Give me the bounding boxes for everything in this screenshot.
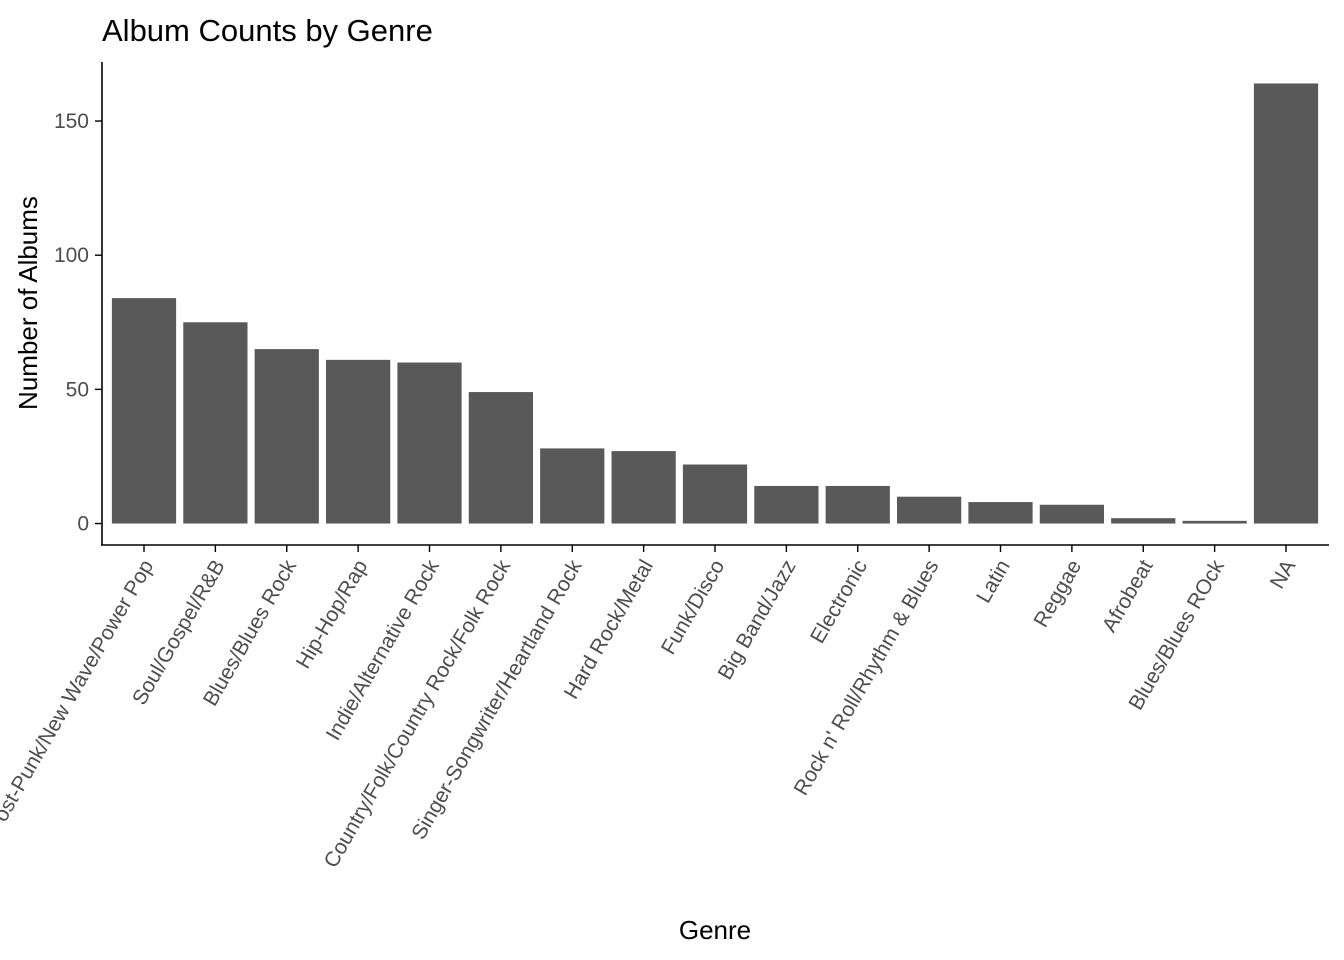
bar-afrobeat [1111, 518, 1176, 524]
bar-funk-disco [682, 464, 748, 524]
x-tick-label: Big Band/Jazz [714, 556, 801, 684]
x-axis-title: Genre [679, 915, 751, 945]
bar-electronic [825, 485, 890, 524]
y-tick-label: 150 [54, 110, 89, 133]
bar-post-punk-new-wave-power-pop [111, 298, 177, 524]
bar-hip-hop-rap [326, 359, 391, 524]
x-tick-label: Funk/Disco [657, 556, 729, 658]
y-tick-label: 100 [54, 244, 89, 267]
x-ticks-layer: Post-Punk/New Wave/Power PopSoul/Gospel/… [0, 545, 1300, 872]
bar-na [1253, 83, 1319, 524]
x-tick-label: Latin [972, 556, 1015, 607]
y-tick-label: 50 [66, 378, 89, 401]
bar-country-folk-country-rock-folk-rock [468, 392, 533, 524]
bar-reggae [1039, 504, 1104, 524]
x-tick-label: NA [1266, 556, 1301, 593]
x-tick-label: Reggae [1030, 556, 1087, 631]
bar-soul-gospel-r-b [183, 322, 248, 524]
bars-layer [111, 83, 1319, 524]
bar-rock-n-roll-rhythm-blues [897, 496, 962, 524]
y-tick-label: 0 [77, 513, 89, 536]
x-tick-label: Hip-Hop/Rap [292, 556, 373, 673]
bar-latin [968, 502, 1033, 524]
bar-blues-blues-rock [1182, 520, 1247, 524]
y-ticks-layer: 0 50 100 150 [54, 110, 102, 536]
y-axis-title: Number of Albums [13, 196, 43, 410]
bar-hard-rock-metal [611, 451, 676, 524]
bar-blues-blues-rock [254, 349, 319, 524]
x-tick-label: Electronic [806, 556, 872, 647]
x-tick-label: Rock n' Roll/Rhythm & Blues [790, 556, 944, 799]
bar-big-band-jazz [754, 485, 819, 524]
bar-singer-songwriter-heartland-rock [540, 448, 605, 524]
bar-indie-alternative-rock [397, 362, 462, 524]
chart-title: Album Counts by Genre [102, 13, 433, 48]
x-tick-label: Afrobeat [1098, 556, 1158, 636]
